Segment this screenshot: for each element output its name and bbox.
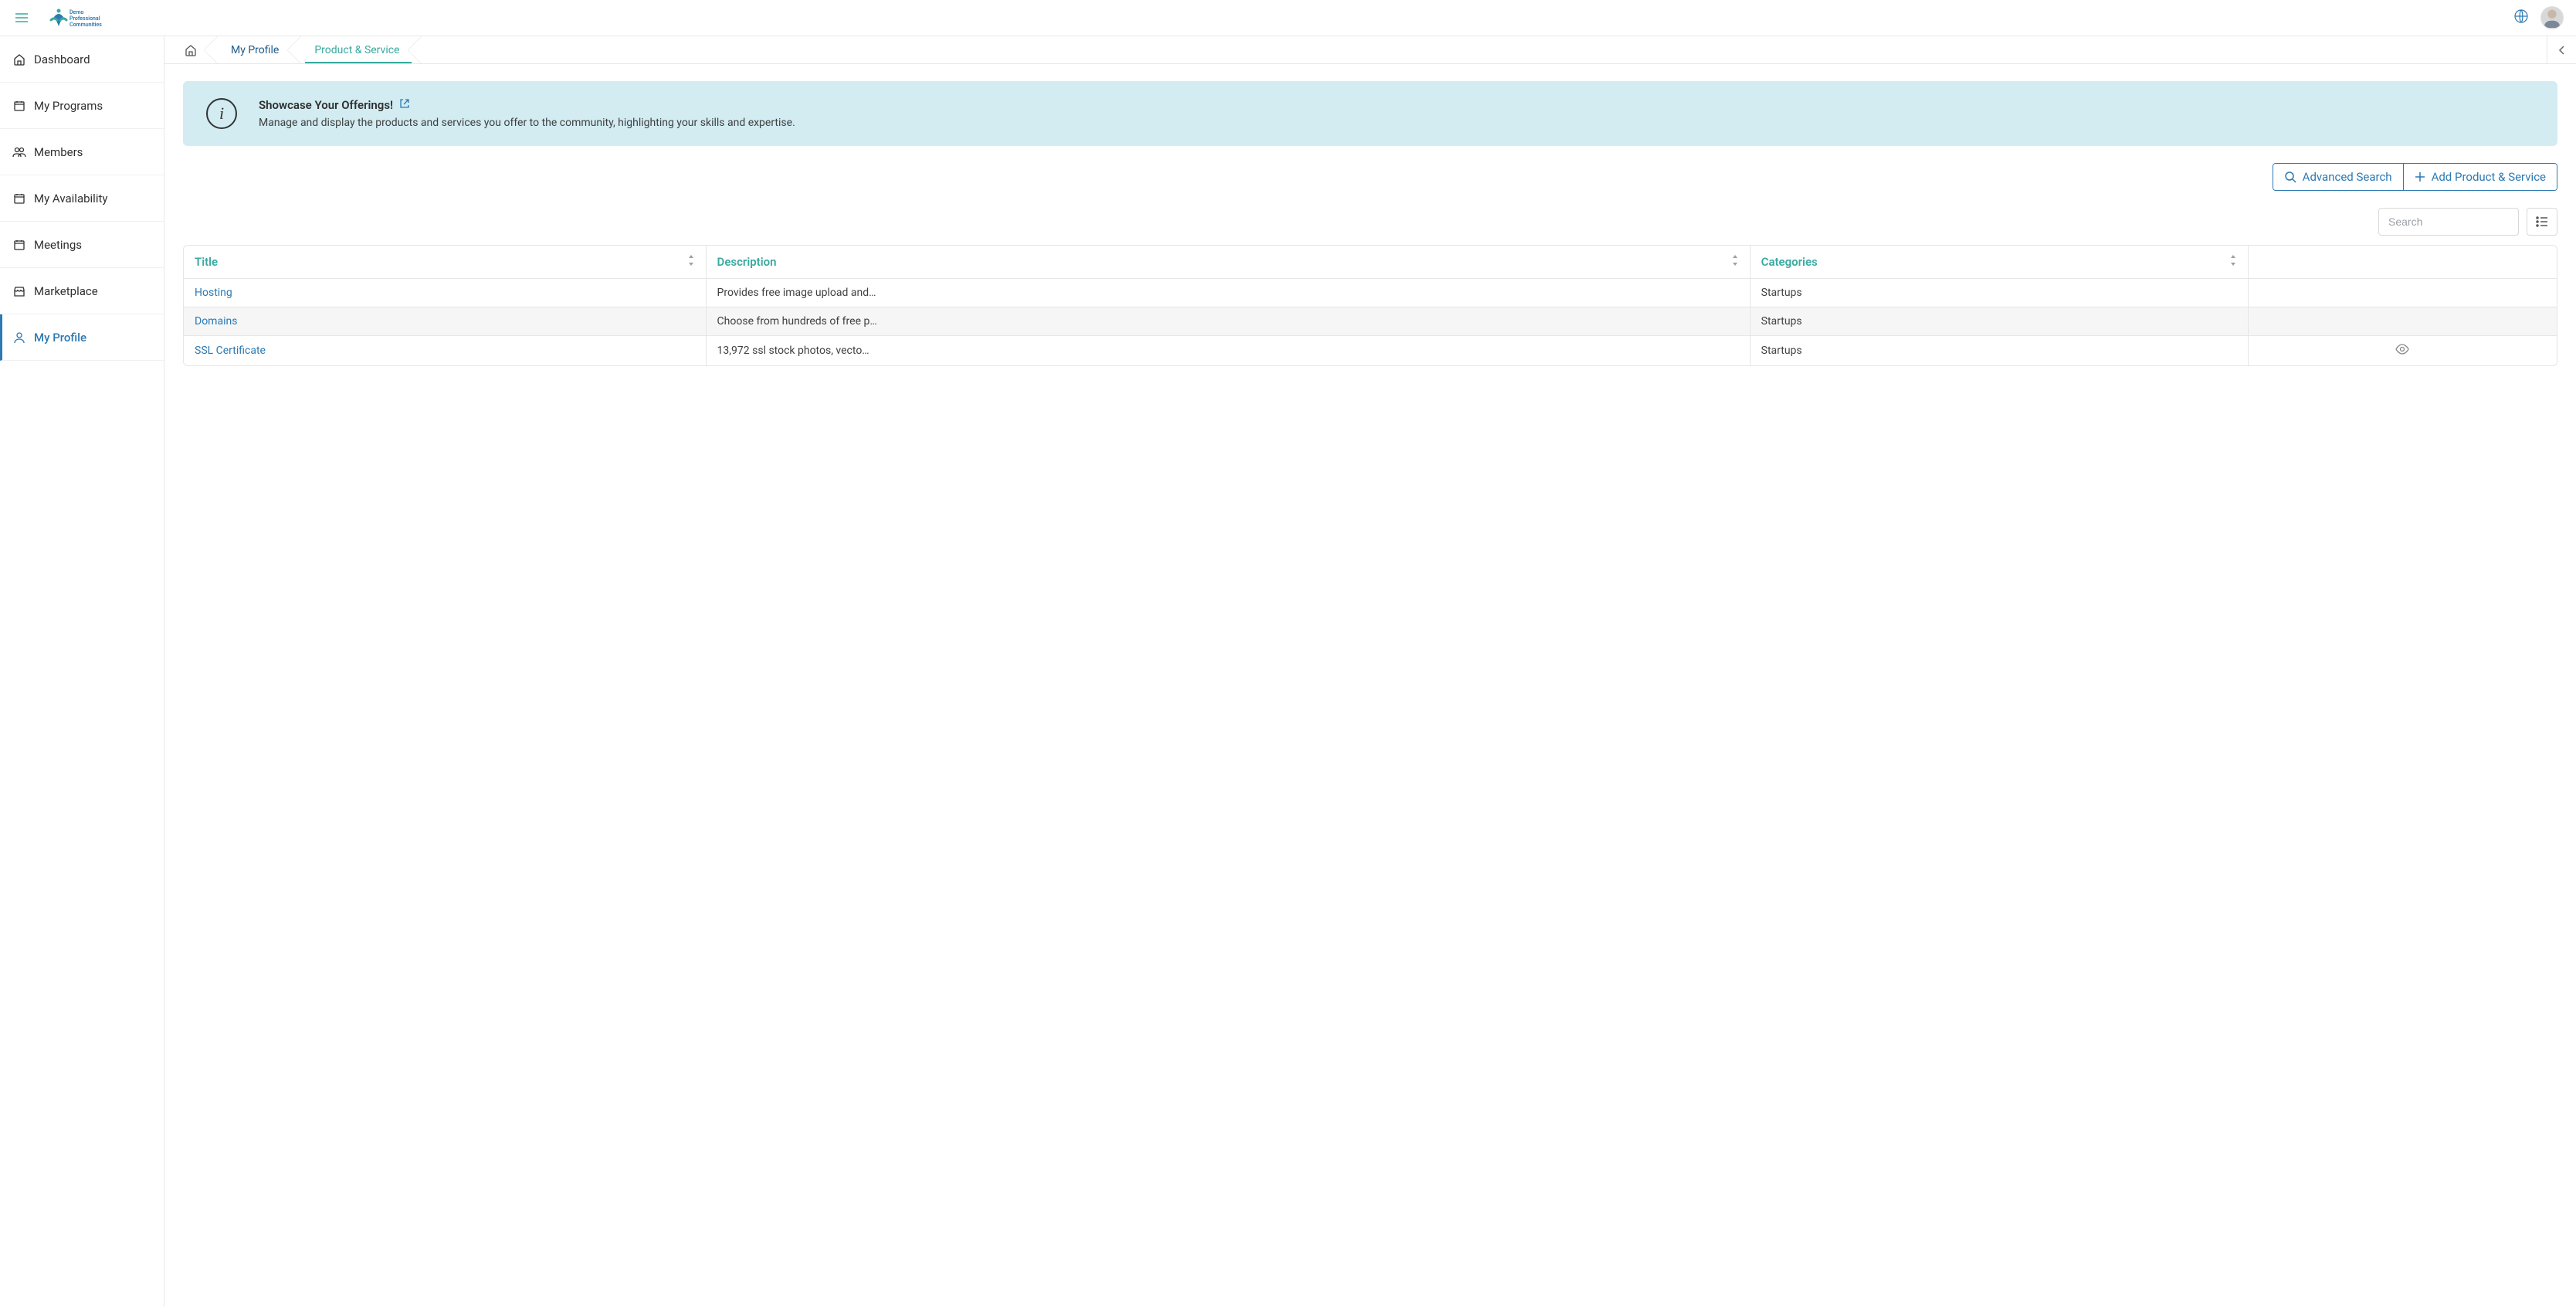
sidebar-item-programs[interactable]: My Programs bbox=[0, 83, 164, 129]
store-icon bbox=[12, 284, 26, 298]
column-label: Categories bbox=[1761, 255, 1818, 269]
breadcrumb-label: Product & Service bbox=[314, 44, 399, 56]
main-panel: My Profile Product & Service i Showcase … bbox=[164, 36, 2576, 1307]
view-row-button[interactable] bbox=[2395, 345, 2409, 358]
table-row[interactable]: Domains Choose from hundreds of free p… … bbox=[184, 307, 2557, 336]
add-product-service-button[interactable]: Add Product & Service bbox=[2403, 164, 2557, 190]
row-title-link[interactable]: Domains bbox=[195, 315, 237, 328]
language-button[interactable] bbox=[2514, 9, 2528, 26]
globe-icon bbox=[2514, 9, 2528, 23]
sidebar-item-availability[interactable]: My Availability bbox=[0, 175, 164, 222]
toolbar: Advanced Search Add Product & Service bbox=[183, 163, 2557, 191]
user-avatar[interactable] bbox=[2540, 6, 2564, 29]
breadcrumb-home[interactable] bbox=[171, 36, 211, 63]
row-categories: Startups bbox=[1750, 336, 2248, 366]
sidebar-item-dashboard[interactable]: Dashboard bbox=[0, 36, 164, 83]
sort-icon[interactable] bbox=[1731, 255, 1739, 267]
brand-text-1: Demo bbox=[69, 9, 83, 15]
row-title-link[interactable]: Hosting bbox=[195, 287, 232, 299]
chevron-left-icon bbox=[2558, 46, 2566, 55]
breadcrumb-product-service[interactable]: Product & Service bbox=[294, 36, 415, 63]
info-icon: i bbox=[206, 98, 237, 129]
sort-icon[interactable] bbox=[2229, 255, 2237, 267]
logo-mark-icon bbox=[51, 9, 66, 27]
sidebar-item-marketplace[interactable]: Marketplace bbox=[0, 268, 164, 314]
hamburger-menu-button[interactable] bbox=[12, 8, 31, 27]
plus-icon bbox=[2415, 171, 2425, 182]
info-banner-external-link[interactable] bbox=[399, 98, 410, 112]
button-label: Advanced Search bbox=[2303, 170, 2392, 184]
row-title-link[interactable]: SSL Certificate bbox=[195, 345, 266, 357]
info-banner-description: Manage and display the products and serv… bbox=[259, 117, 2534, 129]
brand-logo[interactable]: Demo Professional Communities bbox=[49, 6, 108, 29]
sort-icon[interactable] bbox=[687, 255, 695, 267]
calendar-icon bbox=[12, 238, 26, 252]
column-header-title[interactable]: Title bbox=[184, 246, 706, 279]
row-actions bbox=[2248, 336, 2557, 366]
row-categories: Startups bbox=[1750, 307, 2248, 336]
calendar-check-icon bbox=[12, 192, 26, 205]
collapse-breadcrumb-button[interactable] bbox=[2547, 36, 2576, 63]
sidebar-item-label: Marketplace bbox=[34, 284, 98, 298]
calendar-icon bbox=[12, 99, 26, 113]
row-actions bbox=[2248, 307, 2557, 336]
column-header-categories[interactable]: Categories bbox=[1750, 246, 2248, 279]
search-icon bbox=[2284, 171, 2296, 183]
row-description: Provides free image upload and… bbox=[706, 279, 1750, 307]
sidebar-item-meetings[interactable]: Meetings bbox=[0, 222, 164, 268]
eye-icon bbox=[2395, 344, 2409, 355]
table-row[interactable]: SSL Certificate 13,972 ssl stock photos,… bbox=[184, 336, 2557, 366]
brand-text-3: Communities bbox=[69, 22, 102, 28]
row-categories: Startups bbox=[1750, 279, 2248, 307]
sidebar-item-label: My Availability bbox=[34, 192, 107, 205]
sidebar-item-profile[interactable]: My Profile bbox=[0, 314, 164, 361]
brand-text-2: Professional bbox=[69, 15, 100, 22]
column-label: Description bbox=[717, 255, 777, 269]
top-header: Demo Professional Communities bbox=[0, 0, 2576, 36]
column-label: Title bbox=[195, 255, 218, 269]
search-input[interactable] bbox=[2378, 208, 2519, 236]
home-icon bbox=[12, 53, 26, 66]
breadcrumb-my-profile[interactable]: My Profile bbox=[211, 36, 294, 63]
sidebar-item-label: Meetings bbox=[34, 238, 82, 252]
sidebar-item-label: My Profile bbox=[34, 331, 86, 345]
row-description: Choose from hundreds of free p… bbox=[706, 307, 1750, 336]
sidebar-item-members[interactable]: Members bbox=[0, 129, 164, 175]
sidebar-item-label: My Programs bbox=[34, 99, 103, 113]
button-label: Add Product & Service bbox=[2432, 170, 2546, 184]
sidebar-item-label: Dashboard bbox=[34, 53, 90, 66]
advanced-search-button[interactable]: Advanced Search bbox=[2273, 164, 2403, 190]
avatar-icon bbox=[2541, 6, 2563, 29]
breadcrumb-label: My Profile bbox=[231, 44, 279, 56]
info-banner-title: Showcase Your Offerings! bbox=[259, 98, 393, 112]
column-header-description[interactable]: Description bbox=[706, 246, 1750, 279]
table-row[interactable]: Hosting Provides free image upload and… … bbox=[184, 279, 2557, 307]
list-view-toggle-button[interactable] bbox=[2527, 208, 2557, 236]
home-icon bbox=[185, 44, 197, 56]
column-header-actions bbox=[2248, 246, 2557, 279]
row-description: 13,972 ssl stock photos, vecto… bbox=[706, 336, 1750, 366]
row-actions bbox=[2248, 279, 2557, 307]
external-link-icon bbox=[399, 98, 410, 109]
products-table: Title Description bbox=[183, 245, 2557, 366]
breadcrumb-bar: My Profile Product & Service bbox=[164, 36, 2576, 64]
hamburger-icon bbox=[15, 13, 28, 22]
info-banner: i Showcase Your Offerings! Manage and di… bbox=[183, 81, 2557, 146]
list-icon bbox=[2536, 216, 2548, 227]
users-icon bbox=[12, 145, 26, 159]
sidebar: Dashboard My Programs Members My Availab… bbox=[0, 36, 164, 1307]
user-icon bbox=[12, 331, 26, 345]
sidebar-item-label: Members bbox=[34, 145, 83, 159]
